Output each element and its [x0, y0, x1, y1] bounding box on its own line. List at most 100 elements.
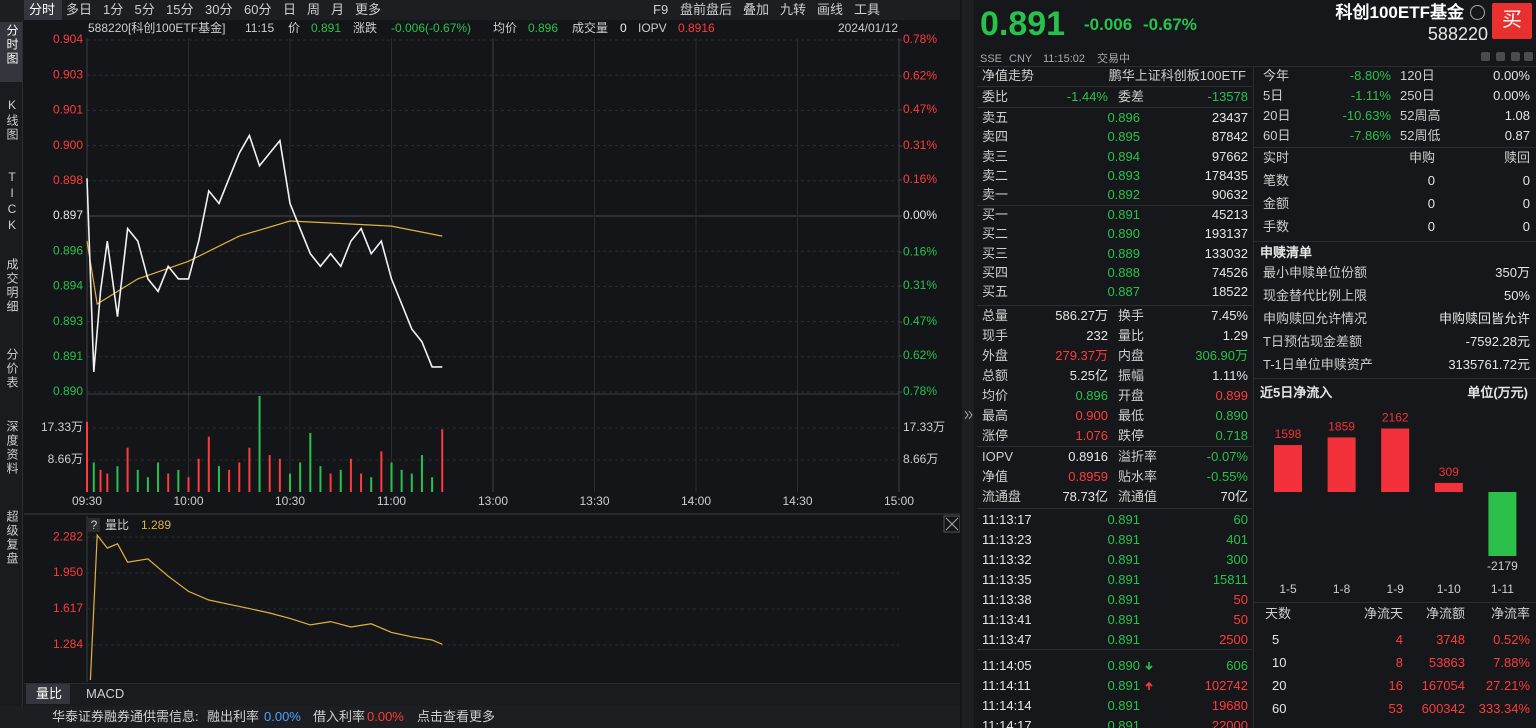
- x-tick-label: 13:00: [478, 494, 508, 508]
- expand-icon[interactable]: [963, 409, 975, 421]
- sidebar-tab[interactable]: 超级复盘: [5, 510, 19, 566]
- y2-tick-label: 0.78%: [903, 384, 937, 398]
- hr: [1254, 241, 1536, 242]
- bid-label: 买五: [982, 284, 1009, 300]
- stats-value: 0.896: [1075, 388, 1108, 403]
- trade-price: 0.891: [1107, 632, 1140, 647]
- flow-header: 天数: [1265, 606, 1292, 621]
- toolbar-tool[interactable]: 画线: [817, 2, 844, 17]
- period-label: 60日: [1263, 128, 1291, 143]
- close-icon: [945, 517, 959, 531]
- info-more[interactable]: 点击查看更多: [417, 709, 496, 724]
- bottom-tab[interactable]: MACD: [86, 686, 125, 701]
- creation-label: 最小申赎单位份额: [1263, 265, 1368, 280]
- volume-bar: [309, 432, 312, 492]
- ask-label: 卖五: [982, 110, 1009, 125]
- stats-value: 0.900: [1075, 408, 1108, 423]
- volume-bar: [410, 473, 413, 492]
- period-value: 1.08: [1504, 108, 1530, 123]
- sidebar-tab[interactable]: 分时图: [5, 24, 19, 66]
- volume-bar: [157, 462, 160, 492]
- ask-label: 卖二: [982, 167, 1009, 183]
- toolbar-tool[interactable]: 叠加: [743, 2, 770, 17]
- toolbar-tool[interactable]: 盘前盘后: [680, 2, 733, 17]
- nav_stats-label: 净值: [982, 469, 1009, 484]
- volume-bar: [400, 469, 403, 492]
- stats-label: 换手: [1118, 308, 1145, 323]
- y2-tick-label: 0.16%: [903, 244, 937, 258]
- toolbar-tab[interactable]: 分时: [29, 2, 56, 17]
- toolbar-tab[interactable]: 60分: [244, 2, 272, 17]
- toolbar-tab[interactable]: 周: [307, 2, 321, 17]
- toolbar-tool[interactable]: 工具: [854, 2, 881, 17]
- buy-button[interactable]: 买: [1502, 9, 1522, 31]
- period-value: 0.00%: [1493, 68, 1530, 83]
- volume-bar: [116, 466, 119, 492]
- bid-volume: 18522: [1211, 284, 1248, 300]
- toolbar-tab[interactable]: 1分: [103, 2, 124, 17]
- y-tick-label: 0.898: [53, 173, 83, 187]
- x-tick-label: 15:00: [884, 494, 914, 508]
- volume-bar: [441, 429, 444, 492]
- buy-bg: [1492, 3, 1532, 39]
- trade-volume: 401: [1226, 532, 1248, 547]
- sidebar-tab[interactable]: 分价表: [5, 348, 19, 390]
- volume-bar: [86, 421, 88, 492]
- flow-header: 净流天: [1363, 606, 1403, 621]
- divider: [962, 0, 974, 728]
- toolbar-tab[interactable]: 30分: [205, 2, 233, 17]
- header-price: 0.891: [311, 21, 341, 35]
- y-tick-label: 17.33万: [41, 420, 83, 434]
- x-tick-label: 10:00: [173, 494, 203, 508]
- hr: [977, 107, 1252, 108]
- sidebar-tab[interactable]: TICK: [5, 170, 19, 234]
- toolbar-tab[interactable]: 日: [283, 2, 297, 17]
- creation-value: 350万: [1495, 265, 1530, 280]
- flow-chart: 1598 1-5 1859 1-8 2162 1-9 309 1-10 -2179 1-11: [1274, 411, 1518, 596]
- toolbar-tool[interactable]: F9: [653, 2, 669, 17]
- sidebar-tab[interactable]: 深度资料: [5, 420, 19, 476]
- bottom-tab[interactable]: 量比: [36, 686, 63, 701]
- bid-price: 0.888: [1107, 264, 1140, 280]
- y2-tick-label: 8.66万: [903, 452, 938, 466]
- info-source: 华泰证券融券通供需信息:: [52, 709, 199, 724]
- stats-label: 量比: [1118, 328, 1145, 343]
- subscribe-value: 0: [1427, 219, 1435, 234]
- nav_stats-label: 流通值: [1118, 489, 1158, 504]
- x-tick-label: 13:30: [579, 494, 609, 508]
- sidebar-tab[interactable]: K线图: [5, 98, 19, 142]
- info-borrow: 0.00%: [367, 709, 404, 724]
- trade-time: 11:14:17: [982, 718, 1032, 728]
- right-bg: [975, 0, 1536, 728]
- ask-label: 卖四: [982, 129, 1009, 145]
- hr: [977, 205, 1252, 206]
- sidebar-tab[interactable]: 成交明细: [5, 258, 19, 314]
- toolbar-tab[interactable]: 5分: [134, 2, 155, 17]
- close-box: [943, 515, 960, 533]
- stats-value: 5.25亿: [1069, 368, 1108, 383]
- volume-bar: [339, 469, 342, 492]
- stats-label: 开盘: [1118, 388, 1145, 403]
- toolbar-tab[interactable]: 15分: [166, 2, 194, 17]
- volume-bar: [106, 473, 109, 492]
- trade-volume: 19680: [1211, 698, 1248, 713]
- volume-bar: [92, 462, 95, 492]
- bid-volume: 193137: [1204, 226, 1248, 242]
- y-tick-label: 1.617: [53, 601, 83, 615]
- toolbar-tab[interactable]: 多日: [66, 2, 93, 17]
- info-circle: [1470, 5, 1485, 20]
- trade-time: 11:13:47: [982, 632, 1032, 647]
- quote-pct: -0.67%: [1143, 15, 1197, 34]
- toolbar-tab[interactable]: 更多: [355, 2, 382, 17]
- trade-volume: 50: [1233, 592, 1248, 607]
- toolbar-tab[interactable]: 月: [331, 2, 345, 17]
- period-label: 20日: [1263, 108, 1291, 123]
- volume-bar: [146, 477, 149, 492]
- tool-icon: [1524, 52, 1533, 61]
- toolbar-tool[interactable]: 九转: [780, 2, 807, 17]
- active-side: [0, 22, 22, 82]
- trade-volume: 50: [1233, 612, 1248, 627]
- avg-price-line: [86, 220, 443, 305]
- trade-price: 0.891: [1107, 612, 1140, 627]
- y-tick-label: 0.896: [53, 243, 83, 257]
